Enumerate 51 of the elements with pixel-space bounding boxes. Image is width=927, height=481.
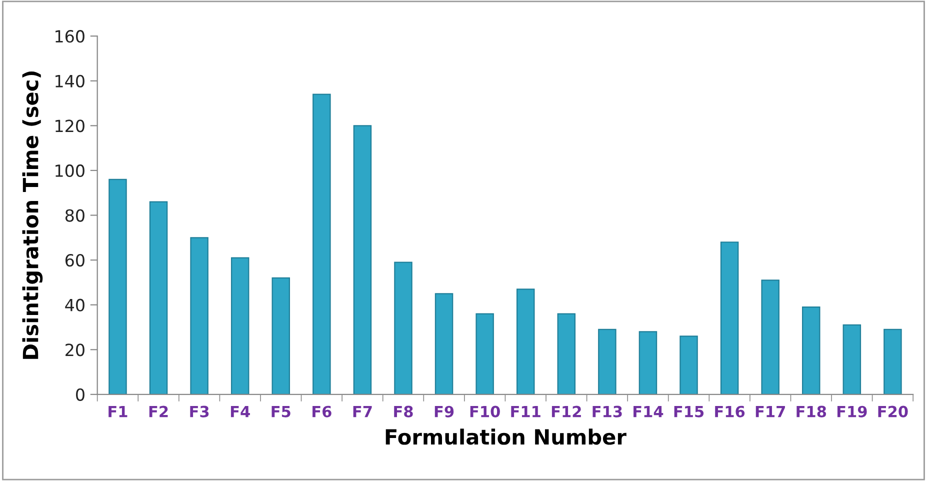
x-tick-label: F9 (434, 406, 454, 418)
bar (434, 293, 454, 394)
x-tick-label: F12 (552, 406, 581, 418)
x-tick-label: F16 (715, 406, 745, 418)
x-tick-label: F5 (272, 406, 290, 418)
bar (272, 277, 290, 394)
x-axis-title: Formulation Number (386, 428, 626, 445)
x-tick-label: F13 (592, 406, 622, 418)
bar (230, 257, 250, 394)
bar (761, 280, 780, 394)
x-tick-label: F19 (837, 406, 867, 418)
x-tick-label: F15 (674, 406, 704, 418)
bar (842, 324, 862, 394)
x-tick-label: F10 (470, 406, 500, 418)
bar (884, 328, 902, 394)
bar (149, 201, 168, 394)
bar (353, 125, 372, 394)
x-tick-label: F1 (108, 406, 128, 418)
x-tick-label: F4 (230, 406, 250, 418)
y-tick-label: 20 (66, 344, 84, 356)
x-tick-label: F18 (796, 406, 826, 418)
y-tick-label: 160 (56, 30, 84, 43)
x-tick-label: F11 (511, 406, 540, 418)
y-tick-label: 140 (56, 74, 84, 88)
bar (720, 242, 739, 394)
x-tick-label: F14 (634, 406, 664, 418)
bar (108, 178, 127, 394)
x-tick-label: F6 (312, 406, 332, 418)
bar (598, 328, 616, 394)
y-tick-label: 60 (65, 254, 84, 267)
y-tick-label: 0 (76, 388, 84, 401)
x-tick-label: F7 (353, 406, 372, 418)
bar (638, 331, 658, 394)
x-tick-label: F8 (394, 406, 413, 418)
x-tick-label: F17 (756, 406, 785, 418)
y-tick-label: 120 (56, 120, 84, 132)
bar (312, 94, 331, 394)
bar (516, 288, 535, 394)
bar (190, 237, 208, 394)
y-tick-label: 80 (65, 209, 84, 222)
bar (394, 262, 412, 394)
bar (680, 336, 698, 394)
bar (802, 306, 820, 394)
x-tick-label: F20 (878, 406, 908, 418)
x-tick-label: F2 (149, 406, 168, 418)
y-tick-label: 40 (65, 298, 84, 312)
x-tick-label: F3 (190, 406, 209, 418)
y-axis-title: Disintigration Time (sec) (22, 72, 43, 359)
y-tick-label: 100 (56, 164, 84, 178)
bar (557, 313, 576, 394)
bar (476, 313, 494, 394)
